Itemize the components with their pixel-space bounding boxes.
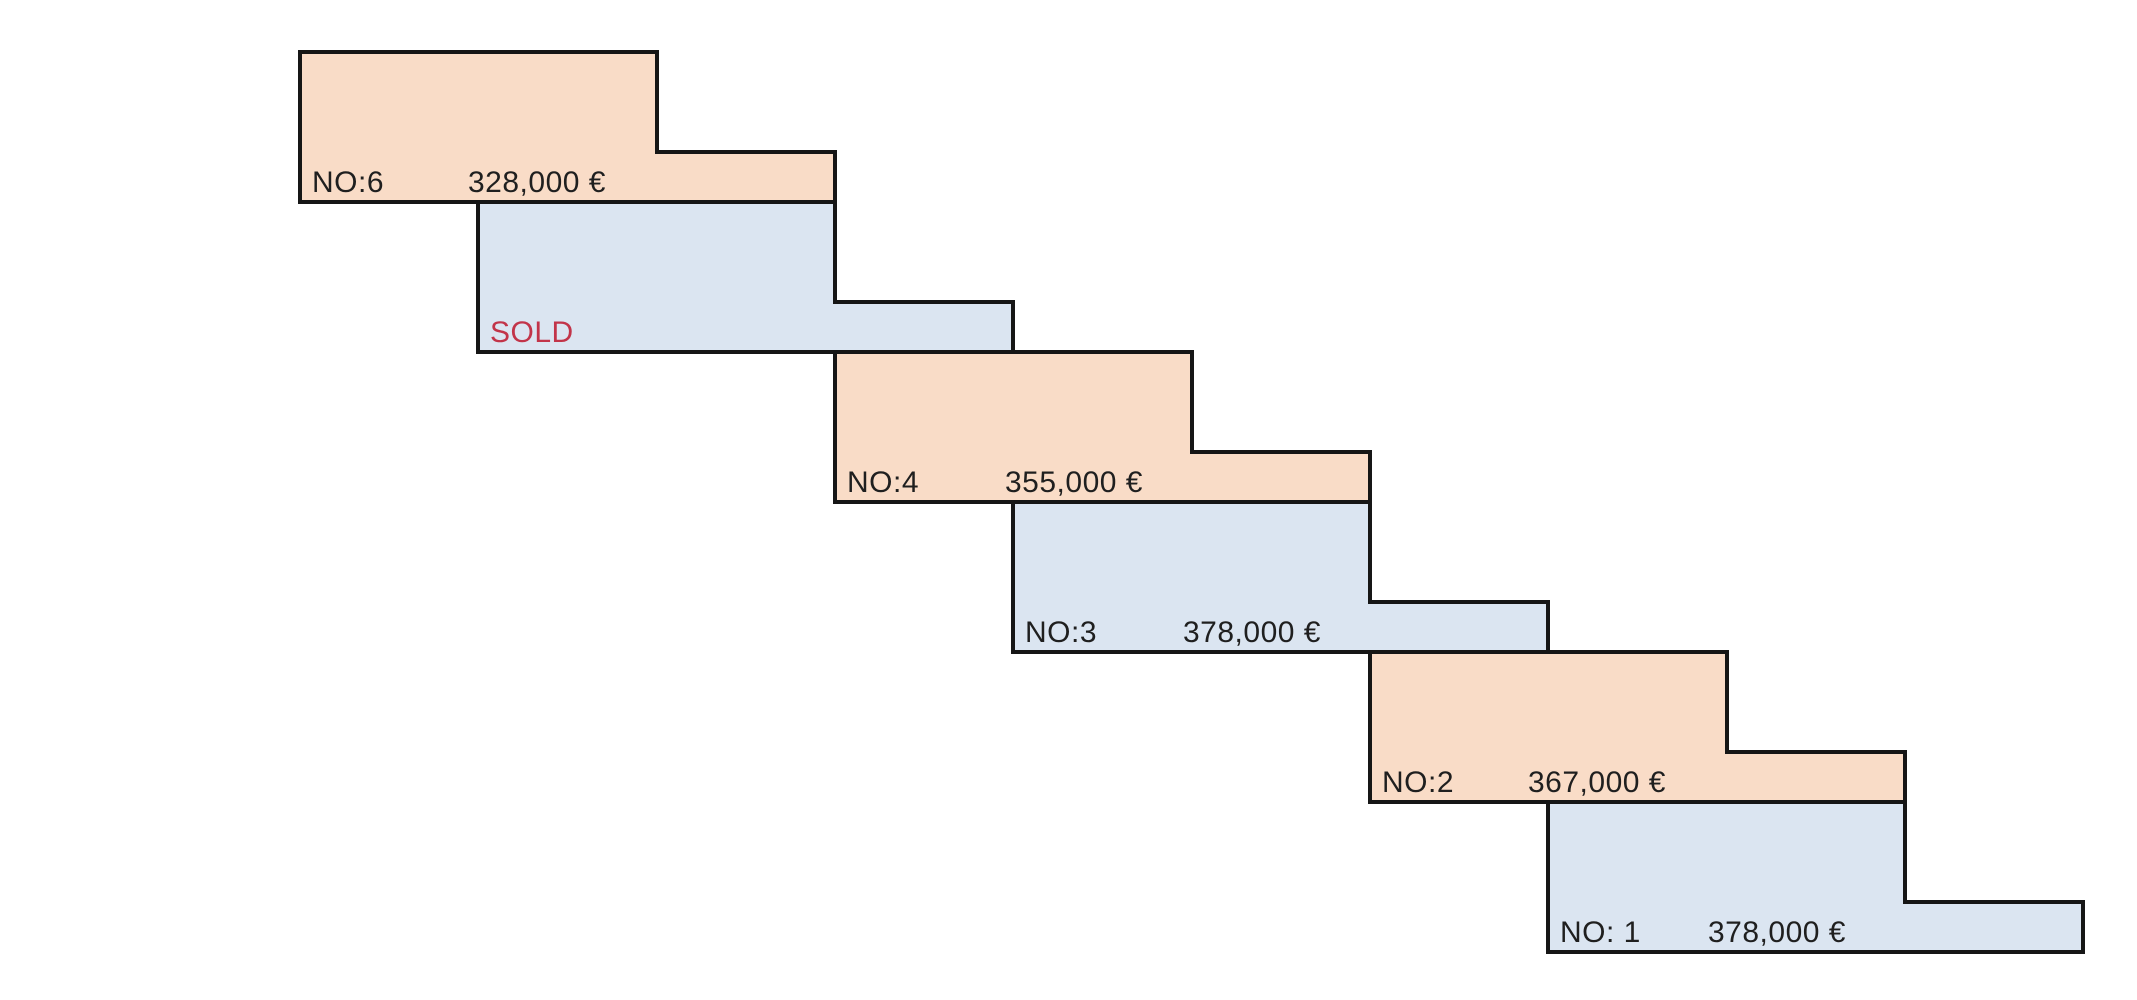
unit-no3-label: NO:3 <box>1025 616 1097 649</box>
unit-no2-label: NO:2 <box>1382 766 1454 799</box>
unit-no3-shape <box>1011 500 1550 654</box>
unit-no2: NO:2 367,000 € <box>1368 650 1907 804</box>
unit-no4: NO:4 355,000 € <box>833 350 1372 504</box>
unit-no3-price: 378,000 € <box>1183 616 1321 649</box>
unit-no2-price: 367,000 € <box>1528 766 1666 799</box>
unit-no4-price: 355,000 € <box>1005 466 1143 499</box>
unit-no1-price: 378,000 € <box>1708 916 1846 949</box>
unit-no1-label: NO: 1 <box>1560 916 1641 949</box>
unit-sold-shape <box>476 200 1015 354</box>
sold-label: SOLD <box>490 316 574 349</box>
unit-no6: NO:6 328,000 € <box>298 50 837 204</box>
unit-no1: NO: 1 378,000 € <box>1546 800 2085 954</box>
unit-no4-label: NO:4 <box>847 466 919 499</box>
unit-no6-shape <box>298 50 837 204</box>
unit-no1-shape <box>1546 800 2085 954</box>
unit-no4-shape <box>833 350 1372 504</box>
unit-no2-shape <box>1368 650 1907 804</box>
unit-sold: SOLD <box>476 200 1015 354</box>
unit-no6-label: NO:6 <box>312 166 384 199</box>
unit-no3: NO:3 378,000 € <box>1011 500 1550 654</box>
unit-no6-price: 328,000 € <box>468 166 606 199</box>
